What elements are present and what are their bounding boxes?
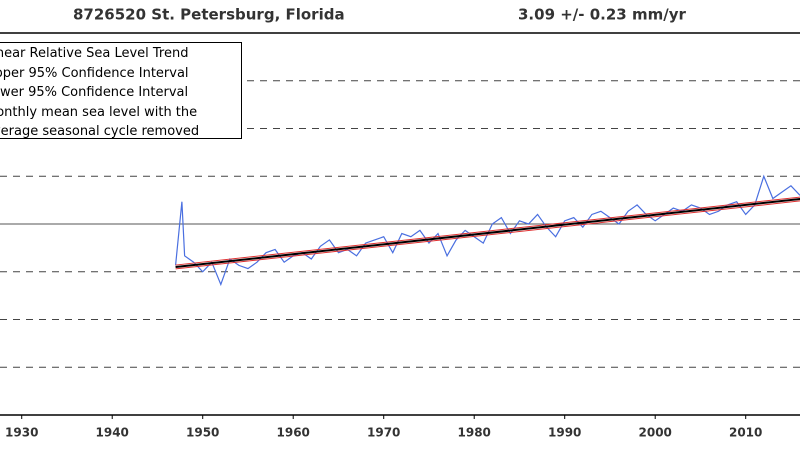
legend-entry: Monthly mean sea level with the average … [0, 104, 200, 140]
x-axis: 1930 1940 1950 1960 1970 1980 1990 2000 2010 [5, 415, 762, 440]
x-tick-label: 1940 [96, 426, 129, 440]
data-line [174, 174, 800, 287]
chart-subtitle: 3.09 +/- 0.23 mm/yr [518, 6, 686, 24]
x-tick-label: 2000 [639, 426, 672, 440]
legend-entry: Upper 95% Confidence Interval [0, 65, 189, 81]
legend: Linear Relative Sea Level Trend Upper 95… [0, 42, 242, 139]
x-tick-label: 1930 [5, 426, 38, 440]
chart-title: 8726520 St. Petersburg, Florida [73, 6, 345, 24]
x-tick-label: 1990 [548, 426, 581, 440]
legend-entry: Lower 95% Confidence Interval [0, 85, 189, 100]
x-tick-label: 1980 [458, 426, 491, 440]
x-tick-label: 1970 [367, 426, 400, 440]
confidence-line [175, 196, 800, 266]
confidence-line [175, 200, 800, 270]
trend-line [175, 198, 800, 268]
plot-area [174, 174, 800, 287]
legend-entry: Linear Relative Sea Level Trend [0, 46, 189, 61]
x-tick-label: 1950 [186, 426, 219, 440]
x-tick-label: 2010 [729, 426, 762, 440]
x-tick-label: 1960 [277, 426, 310, 440]
